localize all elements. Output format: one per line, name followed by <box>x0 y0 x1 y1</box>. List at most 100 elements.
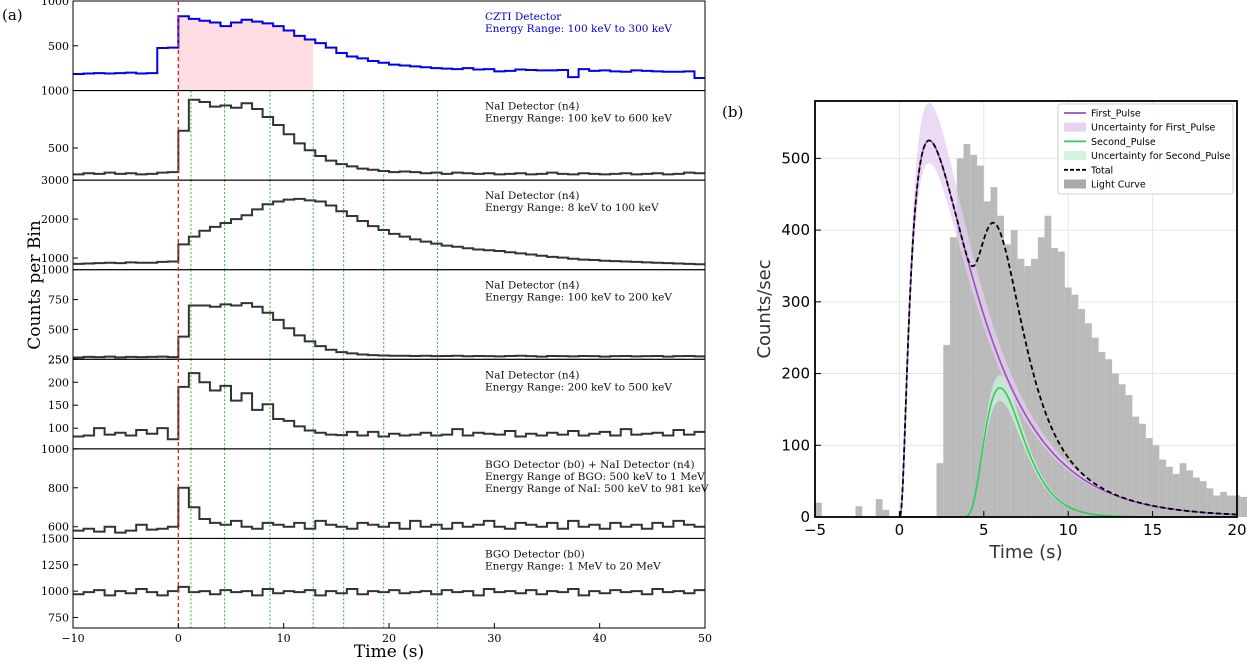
y-tick-label: 100 <box>781 436 810 454</box>
light-curve-bar <box>970 154 978 518</box>
legend: First_Pulse Uncertainty for First_Pulse Se… <box>1057 103 1234 195</box>
legend-swatch <box>1064 179 1086 189</box>
light-curve-bar <box>1199 481 1207 517</box>
x-tick-label: −10 <box>61 632 84 645</box>
step-light-curve <box>73 197 705 266</box>
light-curve-bar <box>875 499 883 517</box>
x-tick-label: 30 <box>487 632 501 645</box>
light-curve-bar <box>1206 488 1214 517</box>
detector-label: Energy Range: 100 keV to 600 keV <box>485 113 672 125</box>
legend-label: First_Pulse <box>1091 109 1141 120</box>
light-curve-bar <box>1064 287 1072 517</box>
light-curve-bar <box>956 158 964 517</box>
panel-frame <box>72 537 706 629</box>
y-tick-label: 150 <box>48 399 69 412</box>
detector-label: Energy Range: 100 keV to 300 keV <box>485 23 672 35</box>
y-tick-label: 1000 <box>41 264 69 277</box>
light-curve-bar <box>983 201 991 517</box>
y-tick-label: 200 <box>48 376 69 389</box>
light-curve-bar <box>1071 294 1079 517</box>
x-axis-label: Time (s) <box>988 542 1062 563</box>
y-tick-label: 2000 <box>41 213 69 226</box>
plot-frame <box>814 100 1238 518</box>
x-tick-label: 15 <box>1143 521 1162 539</box>
panel-frame <box>72 90 706 181</box>
legend-label: Second_Pulse <box>1091 137 1156 148</box>
x-tick-label: 40 <box>593 632 607 645</box>
y-tick-label: 500 <box>48 40 69 53</box>
y-tick-label: 1000 <box>41 0 69 8</box>
light-curve-bar <box>882 509 890 517</box>
x-tick-label: 20 <box>1227 521 1246 539</box>
light-curve-bar <box>855 506 863 517</box>
light-curve-panel-7: 750 1000 1250 1500 BGO Detector (b0)Energy R… <box>41 532 706 629</box>
light-curve-panel-5: 100 150 200 250 NaI Detector (n4)Energy Rang… <box>48 353 706 450</box>
light-curve-bar <box>1213 495 1221 517</box>
y-tick-label: 0 <box>800 508 810 526</box>
x-axis-label: Time (s) <box>354 642 424 662</box>
y-tick-label: 500 <box>48 323 69 336</box>
light-curve-bar <box>1112 373 1119 517</box>
pulse-shaded-region <box>178 16 314 91</box>
light-curve-bar <box>1193 477 1200 517</box>
detector-label: Energy Range: 100 keV to 200 keV <box>485 292 672 304</box>
x-tick-label: 5 <box>979 521 989 539</box>
light-curve-bar <box>1078 309 1086 517</box>
light-curve-bar <box>1031 258 1038 517</box>
light-curve-bar <box>1159 459 1167 517</box>
y-tick-label: 1000 <box>41 585 69 598</box>
y-tick-label: 3000 <box>41 174 69 187</box>
y-tick-label: 1500 <box>41 532 69 545</box>
light-curve-bar <box>1051 248 1059 517</box>
legend-label: Total <box>1090 165 1113 176</box>
detector-label: NaI Detector (n4) <box>485 190 579 202</box>
light-curve-bar <box>1085 323 1092 517</box>
panel-frame <box>72 269 706 360</box>
light-curve-bar <box>1125 395 1133 517</box>
y-tick-label: 750 <box>48 294 69 307</box>
detector-label: NaI Detector (n4) <box>485 369 579 381</box>
light-curve-bar <box>1186 470 1194 517</box>
light-curve-bar <box>1118 384 1126 517</box>
detector-label: NaI Detector (n4) <box>485 101 579 113</box>
y-tick-label: 600 <box>48 521 69 534</box>
light-curve-panel-3: 1000 2000 3000 NaI Detector (n4)Energy Rang… <box>41 174 706 271</box>
light-curve-bar <box>1220 491 1227 517</box>
light-curve-bar <box>1105 359 1113 517</box>
y-tick-label: 500 <box>48 142 69 155</box>
x-tick-label: −5 <box>804 521 826 539</box>
light-curve-bar <box>1044 215 1052 518</box>
y-tick-label: 800 <box>48 482 69 495</box>
light-curve-bar <box>977 165 984 517</box>
detector-label: NaI Detector (n4) <box>485 280 579 292</box>
light-curve-bar <box>1091 337 1099 517</box>
detector-label: BGO Detector (b0) <box>485 548 585 560</box>
y-tick-label: 500 <box>781 149 810 167</box>
y-tick-label: 1000 <box>41 85 69 98</box>
light-curve-panel-6: 600 800 1000 BGO Detector (b0) + NaI Detect… <box>41 443 709 539</box>
light-curve-bar <box>963 144 971 517</box>
light-curve-bar <box>1098 352 1106 517</box>
detector-label: Energy Range: 1 MeV to 20 MeV <box>485 560 661 572</box>
x-tick-label: 20 <box>382 632 396 645</box>
x-tick-label: 50 <box>698 632 712 645</box>
light-curve-bar <box>1017 258 1025 517</box>
detector-label: CZTI Detector <box>485 11 562 23</box>
y-tick-label: 250 <box>48 353 69 366</box>
legend-swatch <box>1064 122 1086 132</box>
legend-box <box>1057 103 1234 195</box>
detector-label: Energy Range: 8 keV to 100 keV <box>485 202 659 214</box>
light-curve-panel-4: 250 500 750 1000 NaI Detector (n4)Energy Ran… <box>41 264 706 366</box>
light-curve-bar <box>1172 473 1180 517</box>
light-curve-bar <box>815 502 822 517</box>
y-tick-label: 1000 <box>41 252 69 265</box>
y-tick-label: 1250 <box>41 559 69 572</box>
light-curve-bar <box>1240 496 1247 517</box>
x-tick-label: 0 <box>895 521 905 539</box>
legend-label: Light Curve <box>1091 180 1146 191</box>
light-curve-bar <box>1024 265 1032 517</box>
detector-label: Energy Range of NaI: 500 keV to 981 keV <box>485 483 709 495</box>
light-curve-panel-2: 500 1000 NaI Detector (n4)Energy Range: 10… <box>41 85 706 181</box>
